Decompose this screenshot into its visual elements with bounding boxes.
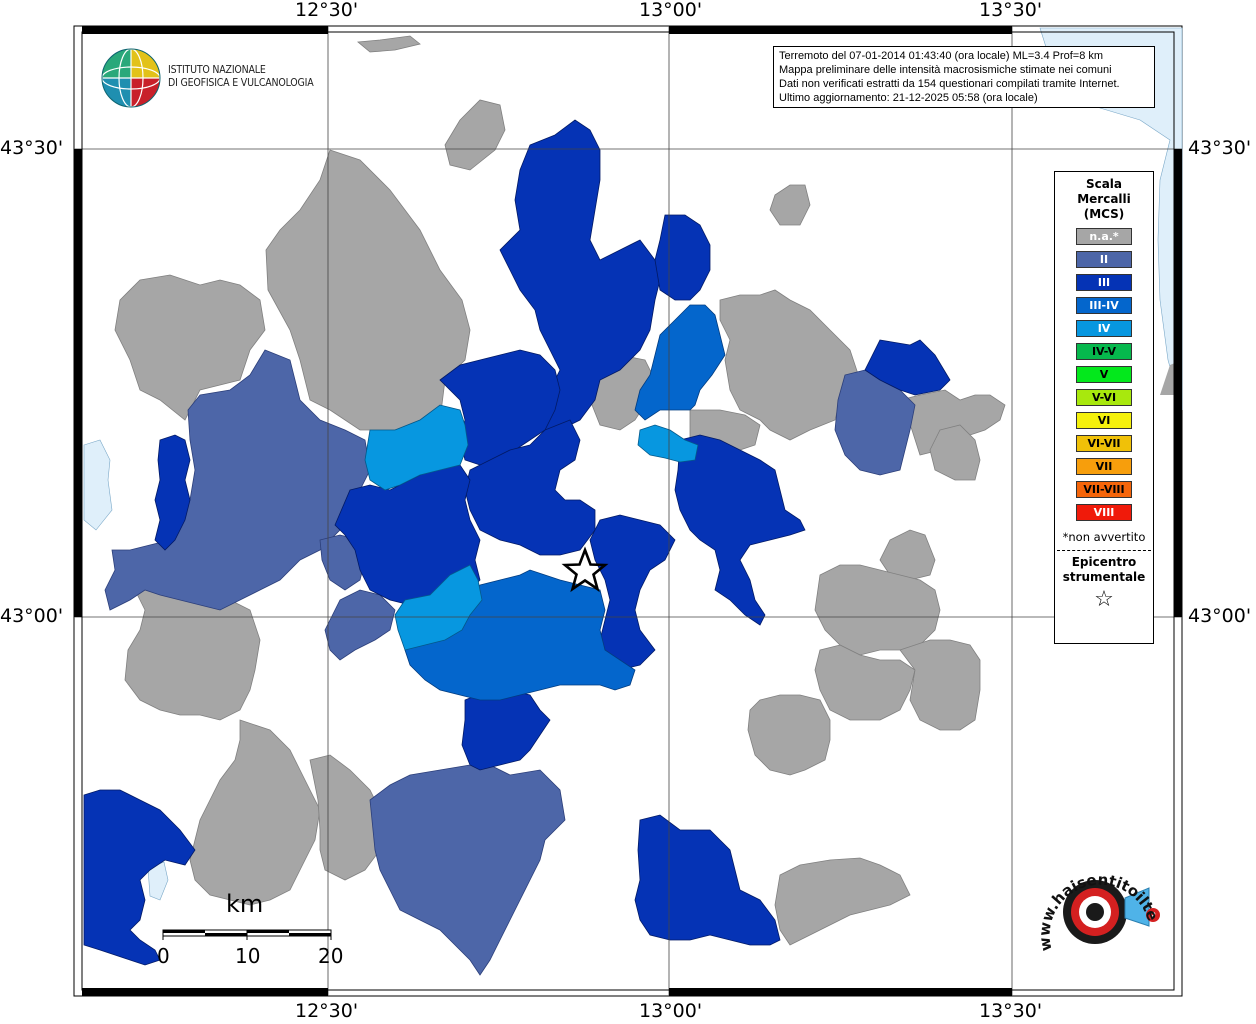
info-line4: Ultimo aggiornamento: 21-12-2025 05:58 (… [779,92,1038,104]
scale-unit: km [226,890,264,918]
legend-item-iii-iv: III-IV [1076,297,1132,314]
tick-top-1300: 13°00' [639,0,703,21]
tick-left-4330: 43°30' [0,137,64,159]
municipalities-III [83,119,951,966]
municipalities-IV [364,404,699,651]
svg-text:www.haisentitoilterremoto.it: www.haisentitoilterremoto.it [1030,860,1162,952]
ingv-logo-text: ISTITUTO NAZIONALE DI GEOFISICA E VULCAN… [168,64,314,90]
legend-title: Scala Mercalli (MCS) [1055,177,1153,222]
scale-label-10: 10 [235,944,261,968]
legend-separator [1057,550,1151,551]
graticule [74,26,1182,996]
legend-item-iv: IV [1076,320,1132,337]
hai-sentito-logo: www.haisentitoilterremoto.it [1030,860,1162,952]
lake-trasimeno [147,861,169,901]
legend-title-line2: Mercalli [1077,192,1131,206]
legend-epicenter-line2: strumentale [1062,570,1146,584]
epicenter-star [561,546,609,593]
legend-item-vii-viii: VII-VIII [1076,481,1132,498]
hai-sentito-logo-text: www.haisentitoilterremoto.it [1030,860,1162,952]
tick-top-1330: 13°30' [979,0,1043,21]
legend-item-ii: II [1076,251,1132,268]
legend-item-vi-vii: VI-VII [1076,435,1132,452]
municipalities-II [104,349,916,976]
legend-item-v: V [1076,366,1132,383]
legend-title-line1: Scala [1085,177,1123,191]
municipalities-na [114,35,1006,946]
legend-item-viii: VIII [1076,504,1132,521]
tick-bottom-1230: 12°30' [295,1000,359,1022]
ingv-line1: ISTITUTO NAZIONALE [168,64,266,76]
legend-item-iii: III [1076,274,1132,291]
legend-item-iv-v: IV-V [1076,343,1132,360]
legend-item-v-vi: V-VI [1076,389,1132,406]
legend-mcs: Scala Mercalli (MCS) n.a.* II III III-IV IV I… [1054,171,1154,644]
svg-text:?: ? [1150,911,1156,922]
info-line2: Mappa preliminare delle intensità macros… [779,64,1112,76]
legend-items: n.a.* II III III-IV IV IV-V V V-VI VI VI-VII VII VI… [1055,228,1153,521]
info-line3: Dati non verificati estratti da 154 ques… [779,78,1120,90]
event-info-box: Terremoto del 07-01-2014 01:43:40 (ora l… [773,46,1155,108]
legend-item-vii: VII [1076,458,1132,475]
ingv-logo-icon [101,48,161,108]
frame-ticks [74,26,1182,996]
legend-epicenter-line1: Epicentro [1071,555,1137,569]
tick-bottom-1300: 13°00' [639,1000,703,1022]
ingv-line2: DI GEOFISICA E VULCANOLOGIA [168,77,314,89]
hai-sentito-logo-icon: ? [1063,880,1160,944]
tick-right-4300: 43°00' [1188,605,1252,627]
tick-top-1230: 12°30' [295,0,359,21]
scale-bar [162,929,332,940]
scale-label-20: 20 [318,944,344,968]
legend-title-line3: (MCS) [1083,207,1125,221]
legend-star-icon: ☆ [1094,587,1114,612]
municipalities-III-IV [404,304,726,701]
legend-item-vi: VI [1076,412,1132,429]
legend-item-n-a-: n.a.* [1076,228,1132,245]
legend-note: *non avvertito [1062,530,1146,544]
tick-bottom-1330: 13°30' [979,1000,1043,1022]
lake-west [83,439,113,531]
scale-label-0: 0 [157,944,170,968]
tick-right-4330: 43°30' [1188,137,1252,159]
tick-left-4300: 43°00' [0,605,64,627]
info-line1: Terremoto del 07-01-2014 01:43:40 (ora l… [779,50,1104,62]
legend-epicenter-label: Epicentro strumentale [1055,555,1153,585]
